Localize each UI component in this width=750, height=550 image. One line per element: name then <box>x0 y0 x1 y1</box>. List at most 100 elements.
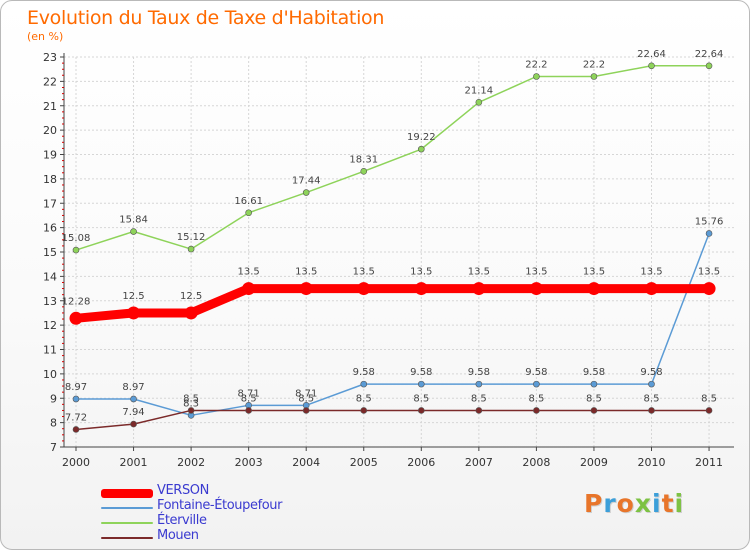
logo-letter: r <box>603 489 617 518</box>
data-label: 8.5 <box>298 393 314 404</box>
data-point-verson <box>242 282 256 296</box>
x-tick-label: 2005 <box>350 456 378 469</box>
legend-swatch <box>101 488 153 498</box>
chart-subtitle: (en %) <box>27 30 64 43</box>
legend-swatch <box>101 522 153 524</box>
data-label: 15.12 <box>177 232 206 243</box>
data-label: 8.71 <box>295 388 317 399</box>
data-label: 8.97 <box>122 382 144 393</box>
y-tick-label: 20 <box>43 124 57 137</box>
chart-title: Evolution du Taux de Taxe d'Habitation <box>27 7 385 29</box>
data-label: 13.5 <box>468 267 490 278</box>
data-point-verson <box>127 306 141 320</box>
data-label: 8.5 <box>413 393 429 404</box>
data-point-verson <box>184 306 198 320</box>
data-label: 9.58 <box>525 367 547 378</box>
data-label: 22.64 <box>637 49 666 60</box>
x-tick-label: 2001 <box>120 456 148 469</box>
data-label: 8.71 <box>238 388 260 399</box>
data-point-3 <box>705 407 713 414</box>
data-point-1 <box>360 380 368 388</box>
data-point-3 <box>533 407 540 414</box>
data-label: 15.76 <box>695 216 724 227</box>
y-tick-label: 13 <box>43 295 57 308</box>
data-point-verson <box>472 282 486 296</box>
data-label: 16.61 <box>234 196 263 207</box>
x-tick-label: 2011 <box>695 456 723 469</box>
legend-swatch <box>101 537 153 539</box>
data-label: 13.5 <box>295 267 317 278</box>
y-tick-label: 16 <box>43 222 57 235</box>
data-point-3 <box>302 407 310 414</box>
y-tick-label: 19 <box>43 149 57 162</box>
data-point-1 <box>648 380 655 388</box>
y-tick-label: 21 <box>43 100 57 113</box>
data-point-verson <box>69 311 83 325</box>
data-point-2 <box>417 145 425 153</box>
data-point-1 <box>72 395 80 403</box>
data-point-verson <box>645 282 658 296</box>
data-label: 9.58 <box>583 367 605 378</box>
data-point-verson <box>299 282 313 296</box>
data-point-2 <box>705 62 713 70</box>
proxiti-logo: Proxiti <box>584 489 684 518</box>
data-point-1 <box>475 380 483 388</box>
x-tick-label: 2003 <box>235 456 263 469</box>
data-point-3 <box>590 407 598 414</box>
data-point-1 <box>705 230 713 237</box>
data-label: 8.5 <box>644 393 660 404</box>
data-label: 13.5 <box>353 267 375 278</box>
y-tick-label: 22 <box>43 75 57 88</box>
data-label: 18.31 <box>349 154 378 165</box>
legend-swatch <box>101 507 153 509</box>
data-label: 22.2 <box>525 60 547 71</box>
data-label: 8.5 <box>241 393 257 404</box>
x-tick-label: 2008 <box>522 456 550 469</box>
data-label: 8.5 <box>528 393 544 404</box>
x-tick-label: 2000 <box>62 456 90 469</box>
data-label: 15.08 <box>62 233 91 244</box>
y-tick-label: 7 <box>50 441 57 454</box>
data-label: 13.5 <box>640 267 662 278</box>
x-tick-label: 2007 <box>465 456 493 469</box>
y-tick-label: 15 <box>43 246 57 259</box>
data-point-verson <box>529 282 543 296</box>
data-label: 8.5 <box>183 393 199 404</box>
data-label: 12.5 <box>180 291 202 302</box>
y-tick-label: 14 <box>43 270 57 283</box>
data-point-1 <box>417 380 425 388</box>
data-point-2 <box>72 246 80 254</box>
data-point-3 <box>245 407 252 414</box>
data-label: 9.58 <box>640 367 662 378</box>
data-point-3 <box>475 407 483 414</box>
series-line-0 <box>71 284 714 323</box>
logo-letter: o <box>616 489 635 518</box>
data-label: 22.2 <box>583 60 605 71</box>
x-tick-label: 2004 <box>292 456 320 469</box>
data-point-2 <box>130 228 137 235</box>
data-label: 8.97 <box>65 382 87 393</box>
data-point-3 <box>187 407 195 414</box>
logo-letter: x <box>634 489 652 518</box>
logo-letter: i <box>674 489 685 518</box>
data-label: 8.5 <box>586 393 602 404</box>
y-tick-label: 12 <box>43 319 57 332</box>
data-label: 13.5 <box>410 267 432 278</box>
data-point-1 <box>590 380 598 388</box>
x-tick-label: 2002 <box>177 456 205 469</box>
data-point-2 <box>187 245 195 253</box>
data-label: 15.84 <box>119 215 148 226</box>
data-label: 22.64 <box>695 49 724 60</box>
data-point-3 <box>72 426 80 433</box>
x-tick-label: 2009 <box>580 456 608 469</box>
data-point-2 <box>648 62 655 70</box>
data-point-3 <box>360 407 368 414</box>
data-point-3 <box>648 407 655 414</box>
data-label: 19.22 <box>407 132 436 143</box>
data-label: 13.5 <box>525 267 547 278</box>
data-label: 13.5 <box>698 267 720 278</box>
y-tick-label: 10 <box>43 368 57 381</box>
legend-label: Mouen <box>157 528 199 543</box>
data-point-2 <box>590 73 598 80</box>
